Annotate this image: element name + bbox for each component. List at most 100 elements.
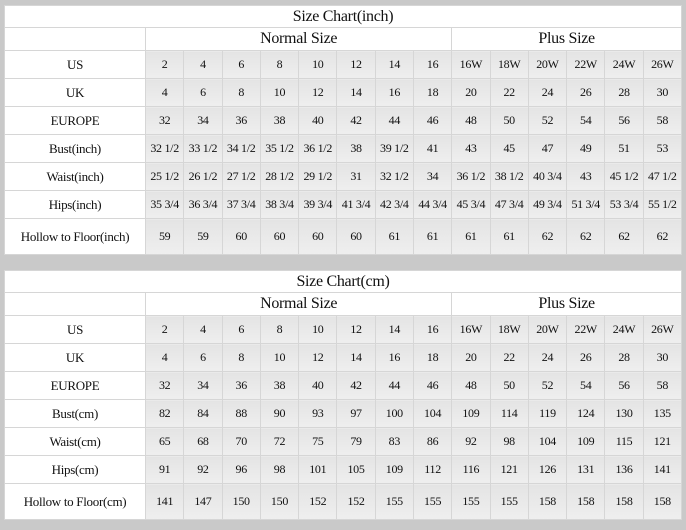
size-value-cell: 52	[527, 371, 568, 400]
size-value-cell: 104	[412, 399, 453, 428]
size-value-cell: 34 1/2	[221, 134, 261, 163]
size-value-cell: 10	[259, 78, 300, 107]
size-value-cell: 8	[221, 343, 261, 372]
size-value-cell: 4	[183, 50, 223, 79]
size-value-cell: 28 1/2	[259, 162, 300, 191]
row-label: US	[4, 315, 146, 344]
size-value-cell: 39 1/2	[374, 134, 414, 163]
size-value-cell: 158	[566, 483, 606, 520]
size-value-cell: 82	[144, 399, 185, 428]
size-value-cell: 75	[298, 427, 338, 456]
size-value-cell: 26W	[642, 315, 683, 344]
size-value-cell: 58	[642, 371, 683, 400]
size-value-cell: 109	[451, 399, 491, 428]
size-value-cell: 124	[566, 399, 606, 428]
row-label: Hollow to Floor(cm)	[4, 483, 146, 520]
size-value-cell: 150	[221, 483, 261, 520]
row-label: EUROPE	[4, 371, 146, 400]
size-value-cell: 130	[604, 399, 644, 428]
size-value-cell: 10	[298, 50, 338, 79]
size-value-cell: 26	[566, 78, 606, 107]
size-value-cell: 28	[604, 78, 644, 107]
size-value-cell: 32	[144, 371, 185, 400]
size-value-cell: 16	[374, 343, 414, 372]
size-value-cell: 22	[489, 343, 529, 372]
size-value-cell: 41	[412, 134, 453, 163]
size-value-cell: 62	[527, 218, 568, 255]
table-row: US 2 4 6 8 10 12 14 16 16W 18W 20W 22W 24W 26W	[4, 50, 683, 79]
size-value-cell: 152	[336, 483, 376, 520]
size-value-cell: 84	[183, 399, 223, 428]
header-blank-cell	[4, 27, 146, 51]
size-value-cell: 60	[336, 218, 376, 255]
row-label: Bust(inch)	[4, 134, 146, 163]
size-value-cell: 79	[336, 427, 376, 456]
size-value-cell: 28	[604, 343, 644, 372]
size-value-cell: 38 1/2	[489, 162, 529, 191]
size-value-cell: 30	[642, 343, 683, 372]
size-value-cell: 37 3/4	[221, 190, 261, 219]
size-value-cell: 10	[259, 343, 300, 372]
table-row: Waist(inch) 25 1/2 26 1/2 27 1/2 28 1/2 29 1/…	[4, 162, 683, 191]
size-value-cell: 18W	[489, 315, 529, 344]
size-value-cell: 141	[144, 483, 185, 520]
size-value-cell: 131	[566, 455, 606, 484]
size-value-cell: 83	[374, 427, 414, 456]
size-value-cell: 36 1/2	[451, 162, 491, 191]
size-value-cell: 16	[374, 78, 414, 107]
size-value-cell: 147	[183, 483, 223, 520]
size-value-cell: 104	[527, 427, 568, 456]
size-value-cell: 60	[259, 218, 300, 255]
size-value-cell: 20	[451, 343, 491, 372]
size-value-cell: 51	[604, 134, 644, 163]
row-label: Bust(cm)	[4, 399, 146, 428]
size-value-cell: 56	[604, 371, 644, 400]
size-value-cell: 4	[144, 78, 185, 107]
header-blank-cell	[4, 292, 146, 316]
size-value-cell: 96	[221, 455, 261, 484]
size-value-cell: 10	[298, 315, 338, 344]
size-value-cell: 72	[259, 427, 300, 456]
size-value-cell: 92	[183, 455, 223, 484]
size-value-cell: 65	[144, 427, 185, 456]
size-value-cell: 38	[259, 371, 300, 400]
size-value-cell: 70	[221, 427, 261, 456]
table-row: Bust(inch) 32 1/2 33 1/2 34 1/2 35 1/2 36 1/2…	[4, 134, 683, 163]
table-row: Hips(inch) 35 3/4 36 3/4 37 3/4 38 3/4 39 3/4…	[4, 190, 683, 219]
row-label: US	[4, 50, 146, 79]
size-value-cell: 27 1/2	[221, 162, 261, 191]
size-value-cell: 60	[221, 218, 261, 255]
size-value-cell: 116	[451, 455, 491, 484]
size-value-cell: 54	[566, 106, 606, 135]
size-value-cell: 53 3/4	[604, 190, 644, 219]
size-value-cell: 14	[336, 78, 376, 107]
size-value-cell: 135	[642, 399, 683, 428]
size-value-cell: 51 3/4	[566, 190, 606, 219]
size-value-cell: 32 1/2	[144, 134, 185, 163]
size-value-cell: 24W	[604, 50, 644, 79]
size-value-cell: 105	[336, 455, 376, 484]
size-value-cell: 18	[412, 78, 453, 107]
size-value-cell: 41 3/4	[336, 190, 376, 219]
row-label: EUROPE	[4, 106, 146, 135]
size-group-header: Plus Size	[451, 292, 682, 316]
size-value-cell: 32	[144, 106, 185, 135]
size-value-cell: 33 1/2	[183, 134, 223, 163]
size-value-cell: 36 1/2	[298, 134, 338, 163]
size-value-cell: 38	[259, 106, 300, 135]
size-value-cell: 25 1/2	[144, 162, 185, 191]
size-value-cell: 45 3/4	[451, 190, 491, 219]
size-value-cell: 97	[336, 399, 376, 428]
table-row: Bust(cm) 82 84 88 90 93 97 100 104 109 114 119 124 13…	[4, 399, 683, 428]
size-value-cell: 8	[259, 315, 300, 344]
group-header-row: Normal Size Plus Size	[4, 292, 682, 316]
size-value-cell: 119	[527, 399, 568, 428]
size-value-cell: 40	[298, 106, 338, 135]
row-label: UK	[4, 78, 146, 107]
size-value-cell: 126	[527, 455, 568, 484]
table-row: UK 4 6 8 10 12 14 16 18 20 22 24 26 28 30	[4, 343, 683, 372]
size-value-cell: 31	[336, 162, 376, 191]
size-value-cell: 109	[374, 455, 414, 484]
size-value-cell: 62	[642, 218, 683, 255]
size-value-cell: 155	[412, 483, 453, 520]
